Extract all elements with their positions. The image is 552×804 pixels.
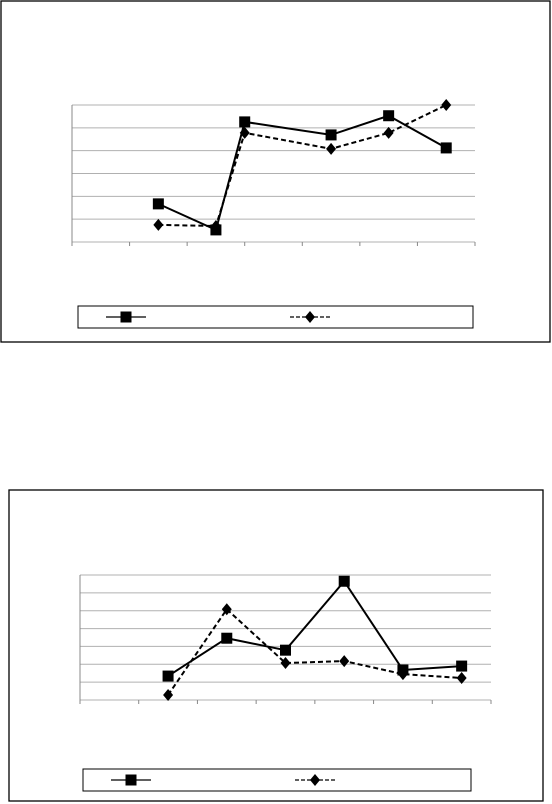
marker xyxy=(280,644,291,656)
marker xyxy=(125,774,137,786)
marker xyxy=(162,670,174,682)
marker xyxy=(310,774,320,786)
marker xyxy=(305,311,315,323)
legend xyxy=(77,305,474,329)
marker xyxy=(338,575,350,587)
legend xyxy=(82,768,472,792)
marker xyxy=(383,126,394,139)
marker xyxy=(239,126,250,139)
marker xyxy=(383,110,395,122)
series-line xyxy=(167,579,462,677)
marker xyxy=(120,311,132,323)
marker xyxy=(440,142,452,154)
series-line xyxy=(157,114,447,232)
marker xyxy=(339,655,350,668)
marker xyxy=(441,99,452,111)
marker xyxy=(163,689,174,701)
marker xyxy=(325,129,337,141)
marker xyxy=(153,218,164,231)
marker xyxy=(456,660,468,672)
series-line xyxy=(167,607,462,696)
marker xyxy=(456,672,467,685)
marker xyxy=(221,632,233,644)
marker xyxy=(326,142,337,155)
marker xyxy=(280,657,291,670)
marker xyxy=(239,116,251,128)
marker xyxy=(221,603,232,616)
series-line xyxy=(158,104,447,228)
chart-frame xyxy=(0,0,551,343)
chart-frame xyxy=(8,489,544,802)
marker xyxy=(397,668,408,681)
marker xyxy=(210,220,221,233)
marker xyxy=(152,198,164,210)
